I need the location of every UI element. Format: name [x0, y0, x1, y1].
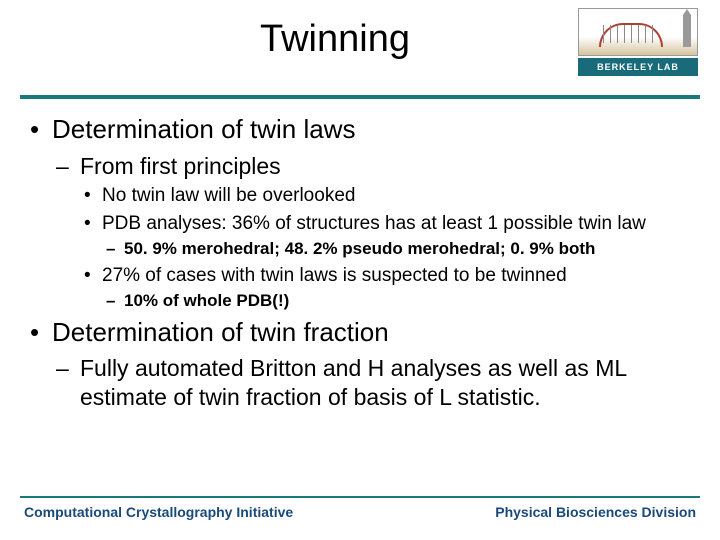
footer-row: Computational Crystallography Initiative… [20, 504, 700, 520]
bullet-level1: Determination of twin laws From first pr… [28, 113, 692, 312]
logo-graphic [578, 8, 698, 56]
content-area: Determination of twin laws From first pr… [0, 99, 720, 412]
bullet-text: 50. 9% merohedral; 48. 2% pseudo merohed… [124, 239, 595, 258]
bullet-text-prefix: Fully automated [80, 355, 250, 381]
header: Twinning BERKELEY LAB [0, 0, 720, 95]
bullet-level4: 10% of whole PDB(!) [102, 290, 692, 312]
bullet-text: From first principles [80, 153, 281, 179]
footer: Computational Crystallography Initiative… [20, 496, 700, 520]
bullet-text: Determination of twin laws [52, 114, 355, 144]
bullet-text: 27% of cases with twin laws is suspected… [102, 265, 567, 286]
bullet-level3: No twin law will be overlooked [80, 184, 692, 208]
bullet-level2: From first principles No twin law will b… [52, 152, 692, 312]
bullet-text: Determination of twin fraction [52, 317, 389, 347]
bullet-text: No twin law will be overlooked [102, 185, 355, 206]
bullet-level3: 27% of cases with twin laws is suspected… [80, 264, 692, 312]
footer-left: Computational Crystallography Initiative [24, 504, 293, 520]
logo-tower [683, 15, 691, 47]
logo-label: BERKELEY LAB [578, 58, 698, 76]
bullet-level4: 50. 9% merohedral; 48. 2% pseudo merohed… [102, 238, 692, 260]
footer-right: Physical Biosciences Division [495, 504, 696, 520]
bullet-level2: Fully automated Britton and H analyses a… [52, 354, 692, 412]
lab-logo: BERKELEY LAB [578, 8, 698, 78]
bullet-level1: Determination of twin fraction Fully aut… [28, 316, 692, 412]
bullet-level3: PDB analyses: 36% of structures has at l… [80, 212, 692, 260]
footer-rule [20, 496, 700, 498]
bullet-text: 10% of whole PDB(!) [124, 291, 289, 310]
bullet-text: PDB analyses: 36% of structures has at l… [102, 213, 646, 234]
